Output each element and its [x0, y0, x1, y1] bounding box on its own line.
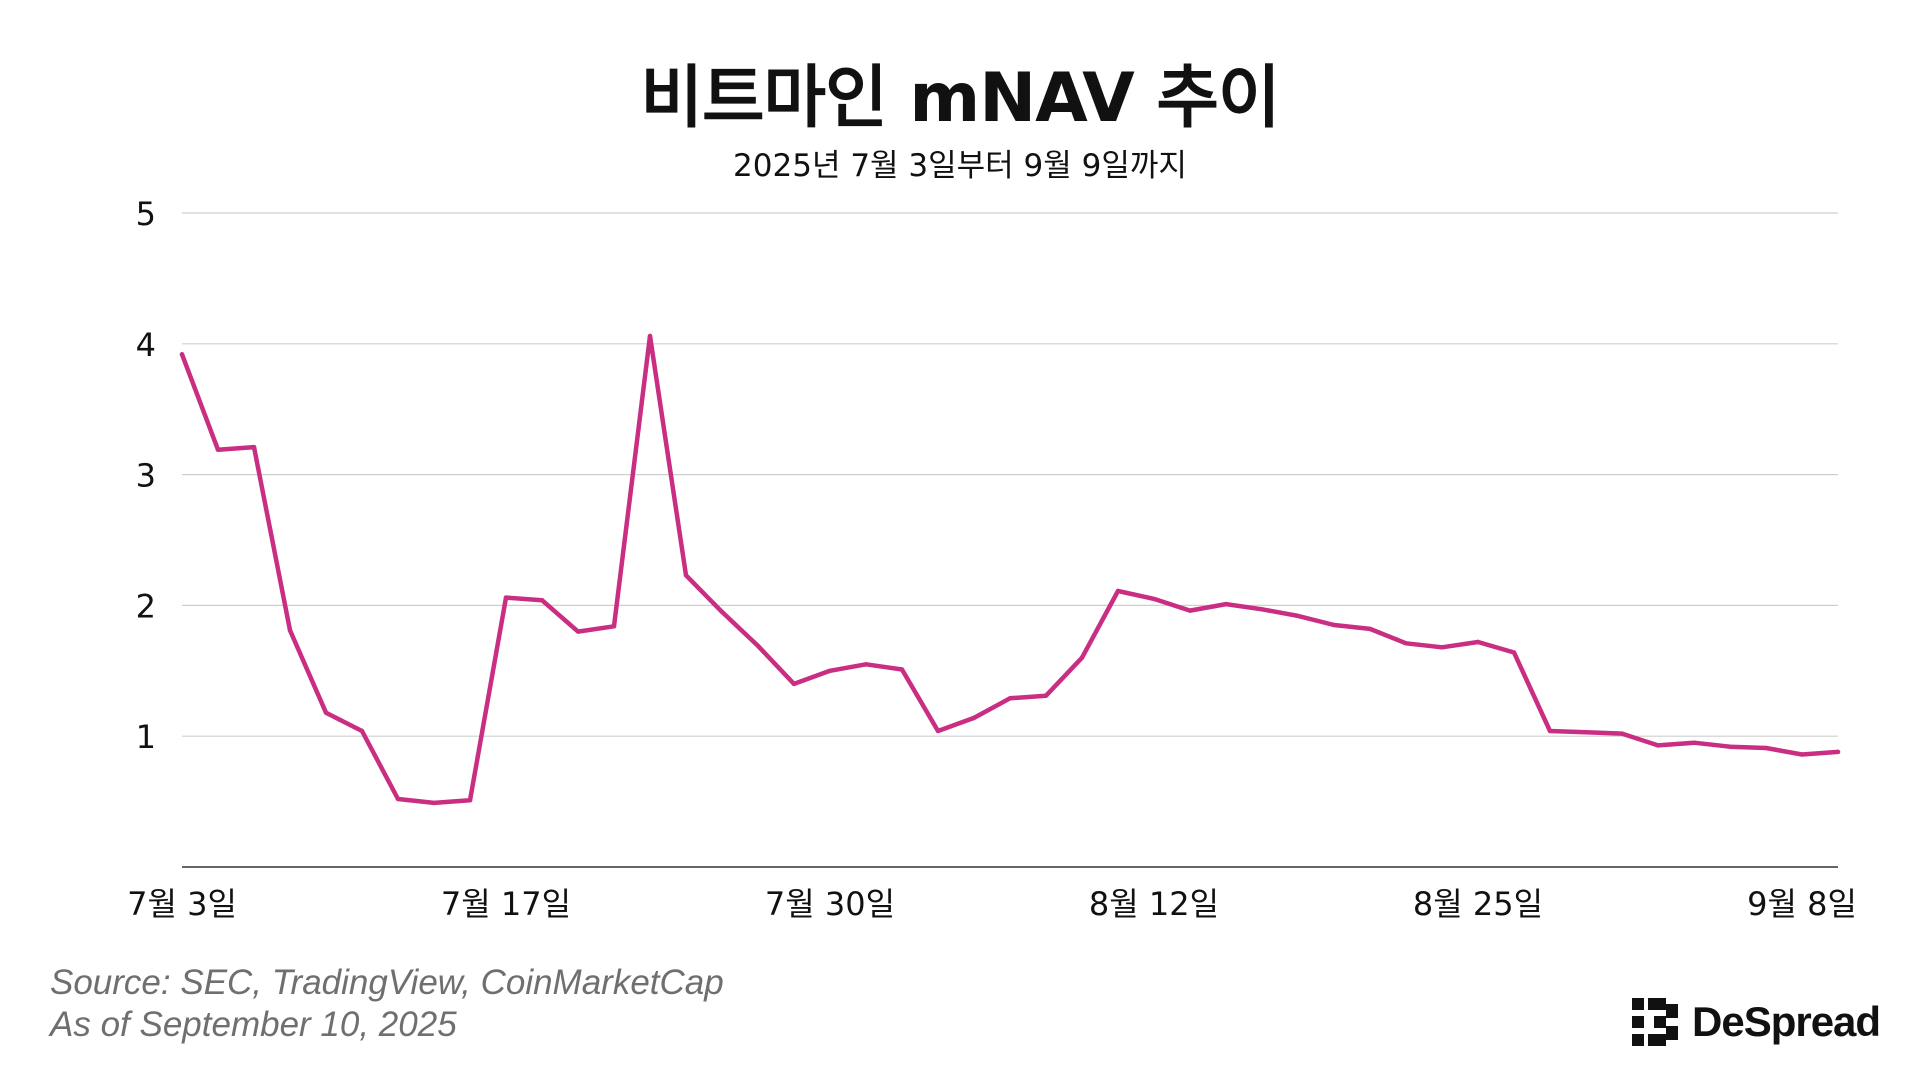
y-tick-label: 3 — [136, 457, 156, 495]
source-line: Source: SEC, TradingView, CoinMarketCap — [50, 963, 724, 1002]
source-note: Source: SEC, TradingView, CoinMarketCap … — [50, 962, 724, 1046]
data-point — [1079, 655, 1085, 660]
data-point — [1763, 745, 1769, 751]
data-point — [1007, 696, 1013, 701]
data-point — [719, 609, 725, 615]
data-point — [1547, 728, 1553, 734]
data-point — [755, 643, 761, 649]
data-point — [1619, 731, 1625, 736]
data-point — [1475, 639, 1481, 645]
data-point — [647, 333, 653, 339]
data-point — [1151, 596, 1157, 602]
despread-logo: DeSpread — [1632, 996, 1881, 1048]
data-point — [791, 681, 797, 687]
data-point — [611, 624, 617, 629]
x-tick-label: 7월 30일 — [765, 885, 895, 923]
data-point — [1259, 607, 1265, 612]
x-tick-label: 9월 8일 — [1747, 885, 1857, 923]
despread-logo-icon — [1632, 998, 1678, 1046]
data-point — [1655, 743, 1661, 748]
data-point — [863, 662, 869, 667]
data-point — [1799, 752, 1805, 757]
data-point — [1727, 744, 1733, 749]
x-tick-label: 8월 12일 — [1089, 885, 1219, 923]
data-point — [1403, 641, 1409, 646]
data-point — [323, 710, 329, 715]
data-point — [215, 447, 221, 452]
chart-subtitle: 2025년 7월 3일부터 9월 9일까지 — [733, 148, 1187, 184]
data-point — [251, 444, 257, 450]
data-point — [971, 715, 977, 721]
as-of-date: As of September 10, 2025 — [50, 1005, 457, 1044]
y-tick-label: 5 — [136, 195, 156, 233]
data-point — [431, 800, 437, 806]
logo-text: DeSpread — [1692, 998, 1881, 1045]
x-tick-label: 7월 3일 — [127, 885, 237, 923]
data-point — [1691, 740, 1697, 745]
data-point — [683, 573, 689, 578]
y-tick-label: 2 — [136, 587, 156, 625]
data-point — [935, 728, 941, 734]
data-point — [1439, 645, 1445, 650]
data-point — [1835, 749, 1841, 755]
data-point — [1115, 588, 1121, 594]
data-point — [1187, 608, 1193, 613]
chart-title: 비트마인 mNAV 추이 — [640, 59, 1280, 138]
data-point — [899, 667, 905, 672]
data-point — [179, 352, 185, 357]
data-point — [1583, 730, 1589, 735]
x-tick-label: 7월 17일 — [441, 885, 571, 923]
data-point — [1331, 622, 1337, 628]
data-point — [359, 728, 365, 734]
y-tick-label: 4 — [136, 326, 156, 364]
data-point — [1295, 613, 1301, 619]
data-point — [827, 668, 833, 673]
data-point — [1511, 650, 1517, 655]
data-point — [539, 598, 545, 603]
y-tick-label: 1 — [136, 718, 156, 756]
x-tick-label: 8월 25일 — [1413, 885, 1543, 923]
data-point — [1043, 693, 1049, 698]
data-point — [467, 798, 473, 803]
data-point — [575, 629, 581, 634]
data-point — [395, 796, 401, 802]
data-point — [1367, 626, 1373, 632]
data-point — [1223, 601, 1229, 607]
data-point — [503, 595, 509, 600]
series-line — [179, 333, 1841, 806]
data-point — [287, 628, 293, 633]
